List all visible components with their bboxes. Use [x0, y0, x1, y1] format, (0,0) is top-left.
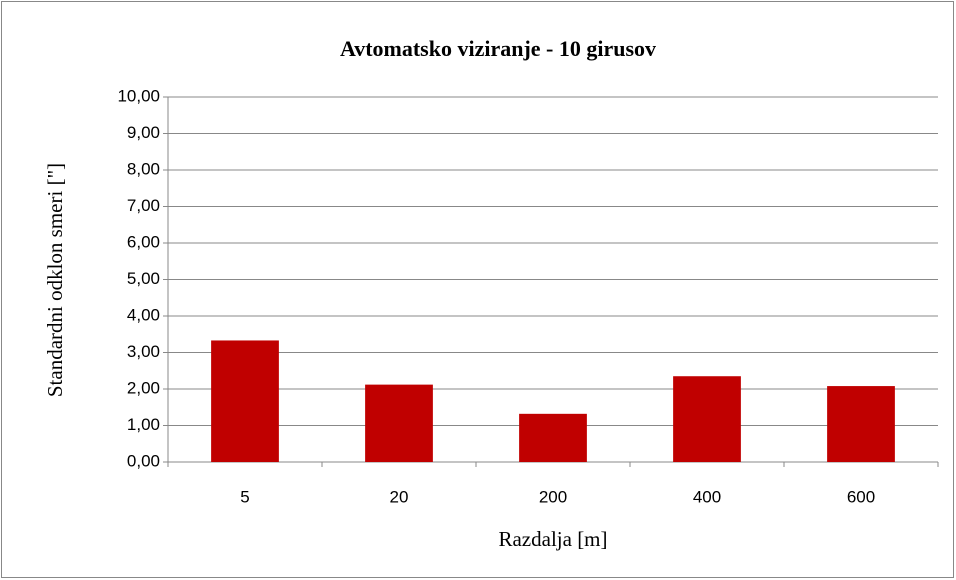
- bar: [211, 340, 279, 462]
- y-tick-label: 9,00: [127, 123, 160, 142]
- bar: [365, 384, 433, 462]
- y-tick-label: 5,00: [127, 269, 160, 288]
- y-tick-label: 8,00: [127, 159, 160, 178]
- y-tick-label: 3,00: [127, 342, 160, 361]
- bar: [827, 386, 895, 462]
- x-axis-label: Razdalja [m]: [498, 527, 607, 551]
- y-tick-label: 4,00: [127, 305, 160, 324]
- y-tick-label: 2,00: [127, 378, 160, 397]
- y-tick-label: 6,00: [127, 232, 160, 251]
- y-tick-label: 0,00: [127, 451, 160, 470]
- x-tick-label: 200: [539, 487, 567, 506]
- x-tick-label: 400: [693, 487, 721, 506]
- x-tick-label: 600: [847, 487, 875, 506]
- bar: [673, 376, 741, 462]
- y-axis-label: Standardni odklon smeri ["]: [43, 163, 67, 397]
- bar: [519, 413, 587, 462]
- x-tick-label: 5: [240, 487, 249, 506]
- y-tick-label: 1,00: [127, 415, 160, 434]
- y-tick-label: 10,00: [117, 86, 160, 105]
- chart-title: Avtomatsko viziranje - 10 girusov: [340, 36, 656, 61]
- x-tick-label: 20: [390, 487, 409, 506]
- y-tick-label: 7,00: [127, 196, 160, 215]
